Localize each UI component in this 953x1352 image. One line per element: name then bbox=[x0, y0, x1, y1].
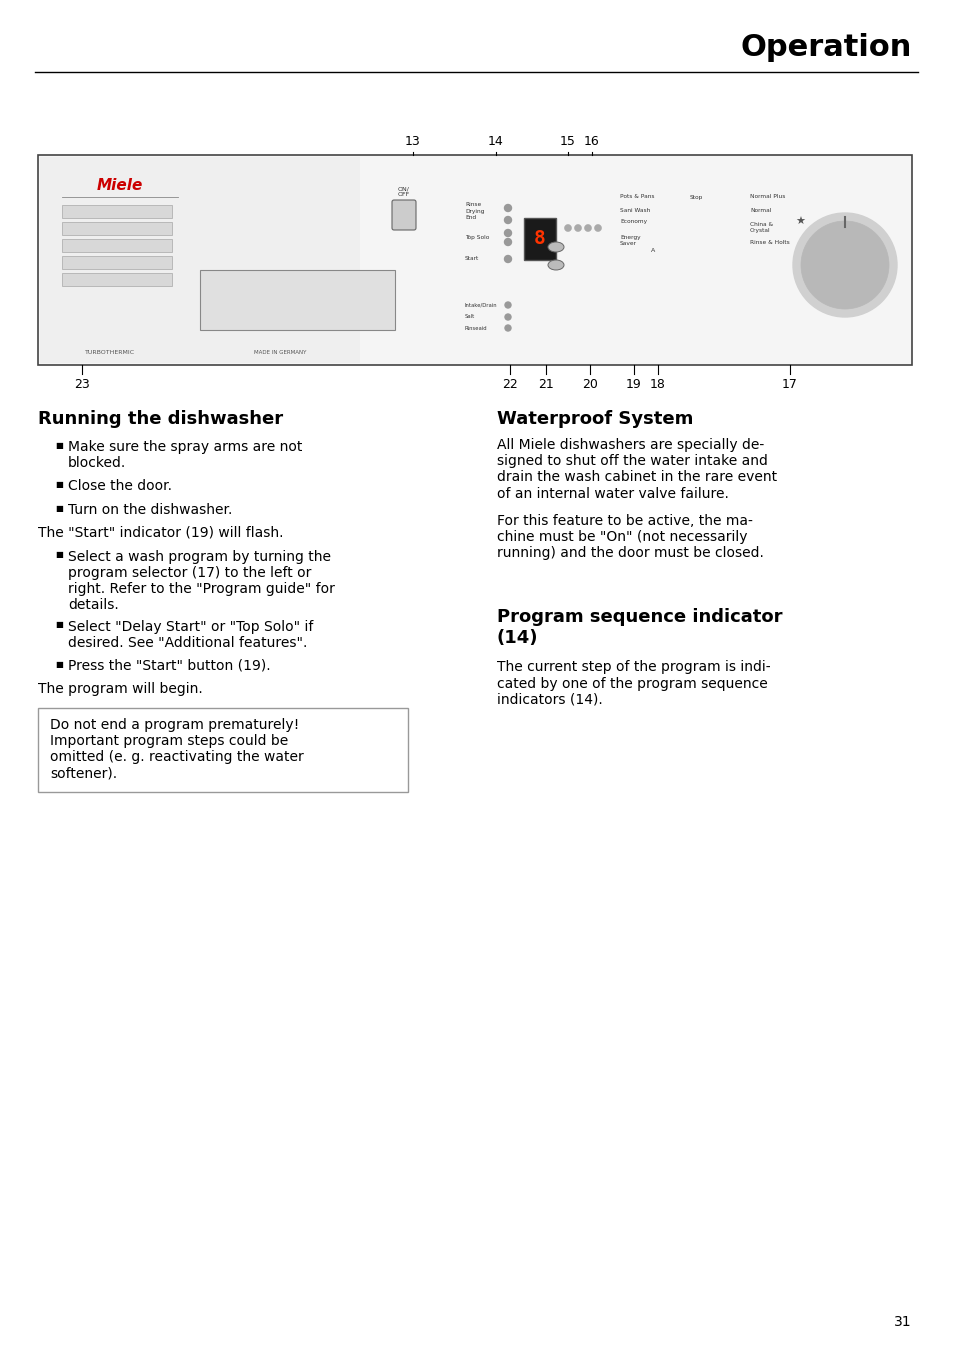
Circle shape bbox=[594, 224, 601, 231]
Text: 22: 22 bbox=[501, 379, 517, 391]
Text: 8: 8 bbox=[534, 230, 545, 249]
Text: 21: 21 bbox=[537, 379, 554, 391]
Circle shape bbox=[574, 224, 581, 231]
Circle shape bbox=[504, 301, 511, 308]
Text: 14: 14 bbox=[488, 135, 503, 147]
FancyBboxPatch shape bbox=[392, 200, 416, 230]
Text: Rinse & Holts: Rinse & Holts bbox=[749, 239, 789, 245]
Text: Close the door.: Close the door. bbox=[68, 479, 172, 493]
Text: Running the dishwasher: Running the dishwasher bbox=[38, 410, 283, 429]
Text: ■: ■ bbox=[55, 621, 63, 630]
Text: The "Start" indicator (19) will flash.: The "Start" indicator (19) will flash. bbox=[38, 526, 283, 539]
Text: Select "Delay Start" or "Top Solo" if
desired. See "Additional features".: Select "Delay Start" or "Top Solo" if de… bbox=[68, 619, 313, 650]
Text: Normal Plus: Normal Plus bbox=[749, 195, 784, 200]
Bar bbox=[62, 239, 172, 251]
Text: Miele: Miele bbox=[96, 177, 143, 192]
Text: Intake/Drain: Intake/Drain bbox=[464, 303, 497, 307]
Text: ■: ■ bbox=[55, 660, 63, 668]
Text: The current step of the program is indi-
cated by one of the program sequence
in: The current step of the program is indi-… bbox=[497, 661, 770, 707]
Text: 15: 15 bbox=[559, 135, 576, 147]
Bar bbox=[62, 222, 172, 235]
Circle shape bbox=[792, 214, 896, 316]
Text: TURBOTHERMIC: TURBOTHERMIC bbox=[85, 350, 135, 354]
Bar bbox=[62, 256, 172, 269]
Circle shape bbox=[801, 220, 888, 310]
Text: Program sequence indicator
(14): Program sequence indicator (14) bbox=[497, 608, 781, 648]
Text: Do not end a program prematurely!
Important program steps could be
omitted (e. g: Do not end a program prematurely! Import… bbox=[50, 718, 303, 780]
Text: Top Solo: Top Solo bbox=[464, 234, 489, 239]
Text: Sani Wash: Sani Wash bbox=[619, 207, 650, 212]
Text: Salt: Salt bbox=[464, 315, 475, 319]
Text: 13: 13 bbox=[405, 135, 420, 147]
Circle shape bbox=[504, 238, 511, 246]
Text: Normal: Normal bbox=[749, 207, 771, 212]
Text: 18: 18 bbox=[649, 379, 665, 391]
Text: 23: 23 bbox=[74, 379, 90, 391]
Text: Energy
Saver: Energy Saver bbox=[619, 235, 640, 246]
Text: ■: ■ bbox=[55, 480, 63, 489]
Text: Select a wash program by turning the
program selector (17) to the left or
right.: Select a wash program by turning the pro… bbox=[68, 549, 335, 612]
Ellipse shape bbox=[547, 260, 563, 270]
Text: Operation: Operation bbox=[740, 34, 911, 62]
Text: The program will begin.: The program will begin. bbox=[38, 681, 203, 696]
Text: ■: ■ bbox=[55, 550, 63, 560]
Text: 19: 19 bbox=[625, 379, 641, 391]
Bar bbox=[62, 206, 172, 218]
Text: 17: 17 bbox=[781, 379, 797, 391]
Text: Turn on the dishwasher.: Turn on the dishwasher. bbox=[68, 503, 233, 516]
Text: For this feature to be active, the ma-
chine must be "On" (not necessarily
runni: For this feature to be active, the ma- c… bbox=[497, 514, 763, 560]
Text: Press the "Start" button (19).: Press the "Start" button (19). bbox=[68, 658, 271, 672]
Text: ★: ★ bbox=[794, 218, 804, 227]
Circle shape bbox=[504, 230, 511, 237]
Text: All Miele dishwashers are specially de-
signed to shut off the water intake and
: All Miele dishwashers are specially de- … bbox=[497, 438, 777, 500]
Circle shape bbox=[504, 216, 511, 223]
Circle shape bbox=[564, 224, 571, 231]
Text: 20: 20 bbox=[581, 379, 598, 391]
Bar bbox=[62, 273, 172, 287]
Text: Economy: Economy bbox=[619, 219, 646, 224]
Circle shape bbox=[584, 224, 591, 231]
Text: Stop: Stop bbox=[689, 195, 702, 200]
Text: Make sure the spray arms are not
blocked.: Make sure the spray arms are not blocked… bbox=[68, 439, 302, 470]
Bar bbox=[38, 707, 408, 791]
Circle shape bbox=[504, 324, 511, 331]
Text: 31: 31 bbox=[893, 1315, 911, 1329]
Text: Start: Start bbox=[464, 256, 478, 261]
Bar bbox=[38, 155, 911, 365]
Text: ■: ■ bbox=[55, 503, 63, 512]
Bar bbox=[523, 218, 556, 260]
Text: 16: 16 bbox=[583, 135, 599, 147]
Text: ■: ■ bbox=[55, 441, 63, 450]
Circle shape bbox=[504, 314, 511, 320]
Ellipse shape bbox=[547, 242, 563, 251]
Text: Rinse
Drying
End: Rinse Drying End bbox=[464, 201, 484, 220]
Text: Pots & Pans: Pots & Pans bbox=[619, 195, 654, 200]
Text: A: A bbox=[650, 247, 655, 253]
Text: Rinseaid: Rinseaid bbox=[464, 326, 487, 330]
Bar bbox=[200, 270, 395, 330]
Circle shape bbox=[504, 204, 511, 211]
Bar bbox=[40, 157, 359, 362]
Text: MADE IN GERMANY: MADE IN GERMANY bbox=[253, 350, 306, 354]
Text: ON/
OFF: ON/ OFF bbox=[397, 187, 410, 197]
Text: China &
Crystal: China & Crystal bbox=[749, 222, 772, 233]
Text: Waterproof System: Waterproof System bbox=[497, 410, 693, 429]
Circle shape bbox=[504, 256, 511, 262]
